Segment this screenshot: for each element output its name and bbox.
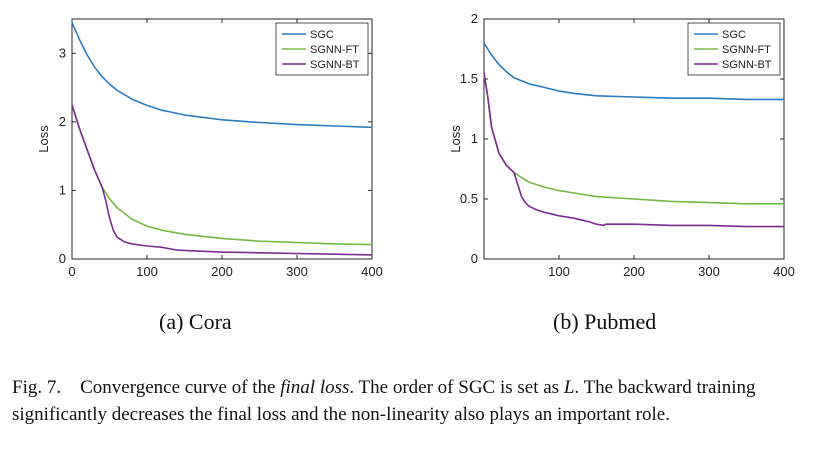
y-tick-label: 0	[471, 251, 478, 266]
y-tick-label: 1	[59, 182, 66, 197]
caption-var: L	[563, 377, 575, 398]
y-tick-label: 2	[59, 114, 66, 129]
caption-part3: . The backward training significantly de…	[12, 377, 756, 425]
caption-label: Fig. 7.	[12, 377, 62, 398]
y-axis-label: Loss	[448, 125, 463, 153]
pubmed-chart: 100 200 300 400 0 0.5 1 1.5 2 Loss SGC SGNN-FT SGNN-…	[448, 11, 795, 279]
y-tick-label: 0	[59, 251, 66, 266]
y-tick-label: 3	[59, 45, 66, 60]
legend-label-sgnn-bt: SGNN-BT	[722, 59, 772, 71]
y-tick-label: 0.5	[460, 191, 478, 206]
caption-part2: . The order of SGC is set as	[349, 377, 564, 398]
subcaption-pubmed: (b) Pubmed	[553, 309, 657, 334]
x-tick-label: 300	[698, 264, 720, 279]
y-axis-label: Loss	[36, 125, 51, 153]
figure-caption: Fig. 7. Convergence curve of the final l…	[12, 374, 832, 428]
x-tick-label: 0	[68, 264, 75, 279]
series-line-sgnn-bt	[71, 104, 373, 256]
subcaption-cora: (a) Cora	[159, 309, 232, 334]
y-tick-label: 1.5	[460, 71, 478, 86]
x-tick-label: 400	[773, 264, 795, 279]
x-tick-label: 300	[286, 264, 308, 279]
x-tick-label: 400	[361, 264, 383, 279]
legend-label-sgc: SGC	[722, 29, 746, 41]
x-tick-label: 200	[623, 264, 645, 279]
legend-label-sgnn-ft: SGNN-FT	[310, 44, 359, 56]
y-tick-label: 1	[471, 131, 478, 146]
legend-label-sgnn-ft: SGNN-FT	[722, 44, 771, 56]
x-tick-label: 100	[136, 264, 158, 279]
caption-italic: final loss	[280, 377, 350, 398]
legend-label-sgnn-bt: SGNN-BT	[310, 59, 360, 71]
x-tick-label: 200	[211, 264, 233, 279]
legend-label-sgc: SGC	[310, 29, 334, 41]
y-tick-label: 2	[471, 11, 478, 26]
series-line-sgc	[71, 22, 373, 129]
caption-part1: Convergence curve of the	[80, 377, 281, 398]
series-line-sgc	[483, 42, 784, 101]
series-line-sgnn-bt	[483, 72, 784, 228]
series-line-sgnn-ft	[483, 72, 784, 205]
cora-chart: 0 100 200 300 400 0 1 2 3 Loss SGC SGNN-FT SGNN-BT	[36, 18, 383, 279]
x-tick-label: 100	[548, 264, 570, 279]
